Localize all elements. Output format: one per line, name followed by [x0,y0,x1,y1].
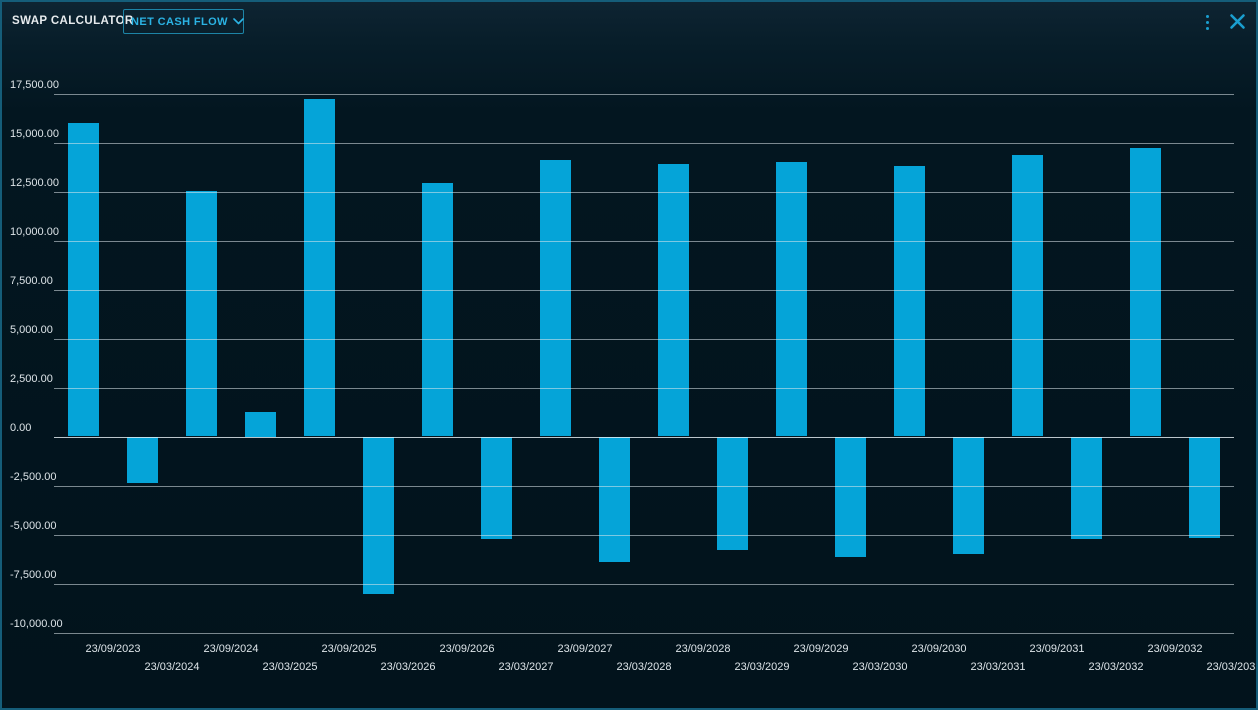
bar[interactable] [1071,436,1102,540]
y-axis-label: 0.00 [10,421,32,434]
y-gridline [54,191,1234,193]
bar[interactable] [1012,155,1043,437]
x-axis-label: 23/03/2025 [262,661,318,673]
bar[interactable] [776,162,807,437]
y-gridline [54,142,1234,144]
bar[interactable] [599,436,630,562]
y-gridline [54,485,1234,487]
y-axis-label: -2,500.00 [10,470,57,483]
y-axis-label: 17,500.00 [10,78,59,91]
bar[interactable] [540,160,571,437]
bar[interactable] [245,412,276,437]
x-axis-label: 23/03/2028 [616,661,672,673]
close-icon[interactable] [1229,13,1246,30]
x-axis-label: 23/09/2024 [203,643,259,655]
y-axis-label: 15,000.00 [10,127,59,140]
cashflow-view-dropdown[interactable]: NET CASH FLOW [123,9,244,34]
x-axis-label: 23/03/2031 [970,661,1026,673]
x-axis-label: 23/03/2032 [1088,661,1144,673]
bar[interactable] [186,190,217,437]
x-axis-label: 23/03/2029 [734,661,790,673]
kebab-dot [1205,26,1209,30]
y-gridline [54,93,1234,95]
x-axis-label: 23/03/2033 [1206,661,1258,673]
y-gridline [54,534,1234,536]
bar[interactable] [363,436,394,595]
x-axis-label: 23/03/2024 [144,661,200,673]
y-gridline [54,338,1234,340]
x-axis-label: 23/09/2029 [793,643,849,655]
x-axis-label: 23/09/2025 [321,643,377,655]
bar[interactable] [894,166,925,437]
bar[interactable] [717,436,748,551]
page-title: SWAP CALCULATOR [12,15,134,27]
y-gridline [54,632,1234,634]
x-axis-label: 23/03/2030 [852,661,908,673]
bar[interactable] [658,164,689,437]
kebab-dot [1205,20,1209,24]
y-gridline [54,387,1234,389]
y-gridline [54,583,1234,585]
y-axis-label: 7,500.00 [10,274,53,287]
y-axis-label: -5,000.00 [10,519,57,532]
bar[interactable] [1189,436,1220,539]
header: SWAP CALCULATOR NET CASH FLOW [2,2,1256,44]
bar[interactable] [481,436,512,540]
kebab-dot [1205,14,1209,18]
x-axis-label: 23/09/2032 [1147,643,1203,655]
x-axis-label: 23/09/2027 [557,643,613,655]
dropdown-selected-value: NET CASH FLOW [131,15,228,28]
y-gridline [54,240,1234,242]
y-axis-label: -10,000.00 [10,617,63,630]
bar[interactable] [835,436,866,558]
x-axis-label: 23/09/2028 [675,643,731,655]
x-axis-label: 23/03/2027 [498,661,554,673]
y-axis-label: 12,500.00 [10,176,59,189]
x-axis-label: 23/09/2026 [439,643,495,655]
y-axis-label: 5,000.00 [10,323,53,336]
x-axis-label: 23/09/2023 [85,643,141,655]
bar[interactable] [953,436,984,555]
bar[interactable] [304,99,335,437]
kebab-menu-icon[interactable] [1200,11,1214,33]
zero-gridline [54,436,1234,438]
bar[interactable] [68,122,99,437]
y-gridline [54,289,1234,291]
x-axis-label: 23/09/2030 [911,643,967,655]
bar[interactable] [127,436,158,483]
x-axis-label: 23/03/2026 [380,661,436,673]
x-axis-label: 23/09/2031 [1029,643,1085,655]
y-axis-label: 10,000.00 [10,225,59,238]
y-axis-label: -7,500.00 [10,568,57,581]
chevron-down-icon [233,18,244,25]
y-axis-label: 2,500.00 [10,372,53,385]
bar[interactable] [422,182,453,437]
